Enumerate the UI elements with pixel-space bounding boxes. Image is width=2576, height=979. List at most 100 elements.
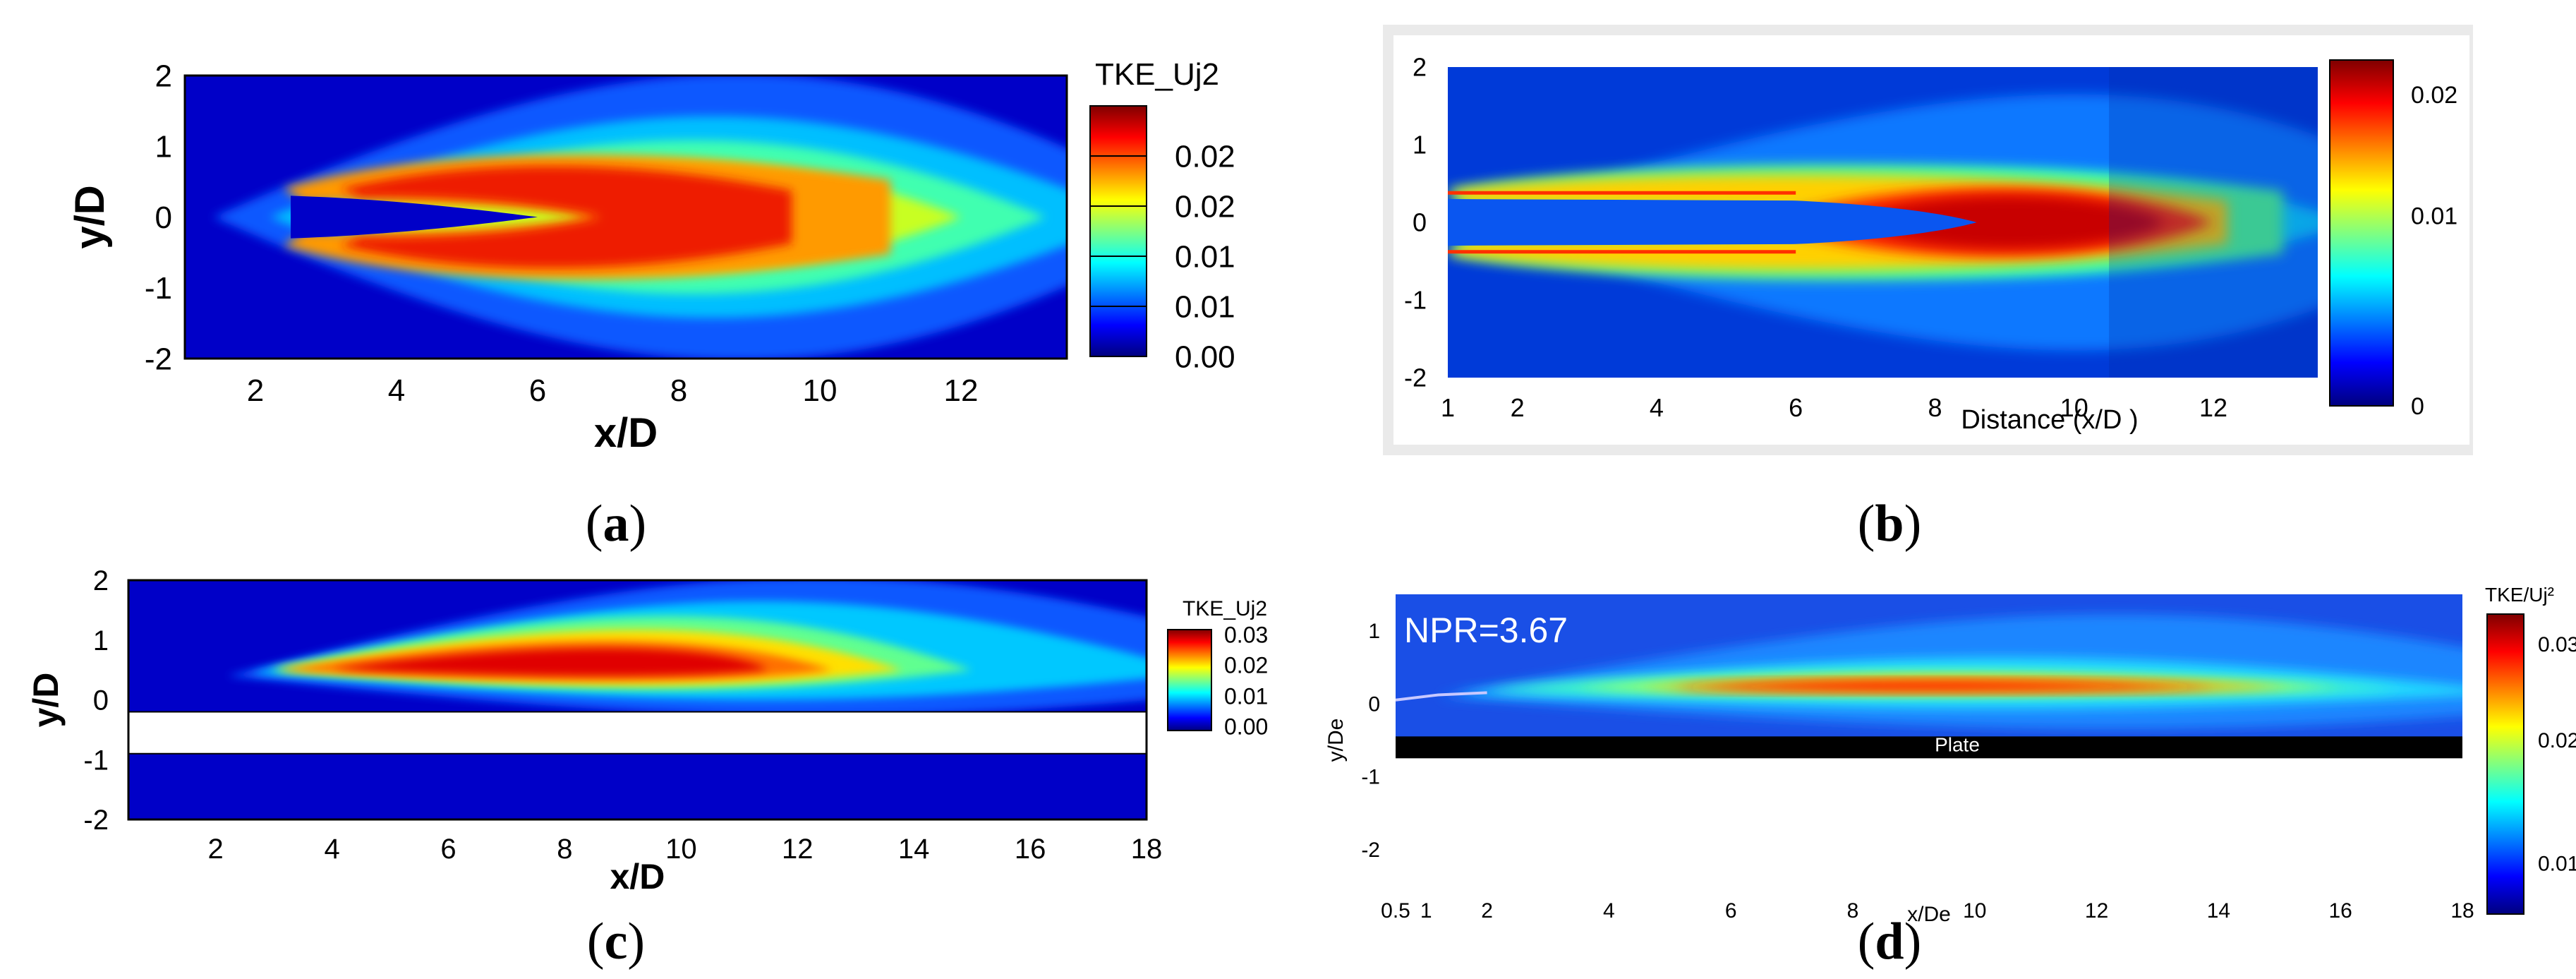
- colorbar: [1089, 105, 1147, 357]
- colorbar-tick-label: 0.03: [1224, 622, 1268, 647]
- colorbar-tick-label: 0.01: [2538, 852, 2576, 875]
- x-tick-label: 2: [1481, 899, 1493, 923]
- potential-core: [1448, 199, 1977, 246]
- x-tick-label: 14: [898, 834, 930, 865]
- caption-d: (d): [1857, 913, 1922, 971]
- panel-a: 2 4 6 8 10 12210-1-2x/Dy/DTKE_Uj20.020.020.01…: [67, 57, 1235, 456]
- x-tick-label: 12: [782, 834, 814, 865]
- y-axis-label: y/De: [1324, 719, 1348, 762]
- x-tick-label: 4: [1603, 899, 1615, 923]
- y-tick-label: 2: [93, 565, 109, 596]
- plate-bar: [1396, 736, 2462, 759]
- y-tick-label: 1: [1413, 131, 1427, 160]
- caption-b: (b): [1857, 495, 1922, 553]
- x-tick-label: 6: [529, 373, 546, 408]
- x-tick-label: 12: [2199, 393, 2227, 422]
- x-tick-label: 1: [1441, 393, 1455, 422]
- colorbar-tick-label: 0.01: [1224, 684, 1268, 709]
- colorbar-tick-label: 0.00: [1175, 340, 1235, 374]
- colorbar-tick-label: 0.00: [1224, 714, 1268, 739]
- plot-area: [1448, 67, 2318, 378]
- plate-gap: [128, 711, 1147, 754]
- x-tick-label: 18: [1131, 834, 1163, 865]
- x-tick-label: 4: [388, 373, 405, 408]
- colorbar-tick-label: 0.01: [2411, 203, 2457, 229]
- colorbar-title: TKE_Uj2: [1183, 597, 1267, 620]
- y-tick-label: -1: [145, 271, 172, 306]
- y-tick-label: -2: [1361, 839, 1380, 862]
- below-plate-region: [1396, 740, 2462, 886]
- x-tick-label: 6: [1789, 393, 1803, 422]
- x-tick-label: 10: [1963, 899, 1986, 923]
- x-tick-label: 16: [2329, 899, 2352, 923]
- y-tick-label: 2: [1413, 53, 1427, 82]
- colorbar-tick-label: 0.02: [2538, 729, 2576, 752]
- y-tick-label: -1: [1361, 766, 1380, 789]
- x-tick-label: 8: [557, 834, 572, 865]
- x-tick-label: 18: [2450, 899, 2474, 923]
- x-tick-label: 16: [1015, 834, 1046, 865]
- colorbar-tick-label: 0.02: [1175, 189, 1235, 224]
- tke-contour-6: [332, 648, 769, 675]
- x-tick-label: 6: [440, 834, 456, 865]
- plot-frame: [127, 579, 1148, 821]
- colorbar: [2329, 59, 2394, 407]
- y-tick-label: -1: [1404, 286, 1427, 315]
- tke-contour-6: [1669, 680, 2219, 691]
- colorbar-title: TKE/Uj²: [2485, 584, 2554, 606]
- colorbar-tick-label: 0.02: [1175, 139, 1235, 174]
- colorbar-tick-label: 0.01: [1175, 239, 1235, 274]
- npr-annotation: NPR=3.67: [1404, 611, 1568, 650]
- y-tick-label: 2: [155, 59, 172, 93]
- piv-window-overlap: [2109, 67, 2318, 378]
- x-axis-label: x/De: [1907, 903, 1951, 926]
- y-tick-label: 1: [155, 130, 172, 164]
- plot-area: Plate NPR=3.67: [1396, 594, 2462, 886]
- colorbar-tick-label: 0.02: [2411, 82, 2457, 109]
- x-tick-label: 10: [665, 834, 697, 865]
- x-tick-label: 8: [670, 373, 687, 408]
- y-tick-label: 0: [93, 685, 109, 716]
- x-tick-label: 0.5: [1381, 899, 1410, 923]
- x-tick-label: 8: [1847, 899, 1859, 923]
- y-tick-label: -2: [145, 342, 172, 376]
- caption-a: (a): [585, 495, 647, 553]
- colorbar: [1167, 629, 1212, 731]
- y-tick-label: 1: [1368, 620, 1380, 643]
- x-tick-label: 6: [1725, 899, 1737, 923]
- y-tick-label: 1: [93, 625, 109, 656]
- x-axis-label: x/D: [610, 857, 665, 896]
- x-tick-label: 14: [2207, 899, 2230, 923]
- y-tick-label: -1: [83, 745, 109, 776]
- tke-contour-6: [340, 166, 792, 268]
- x-tick-label: 4: [324, 834, 339, 865]
- y-tick-label: -2: [1404, 364, 1427, 392]
- y-tick-label: -2: [83, 805, 109, 836]
- colorbar-title: TKE_Uj2: [1095, 57, 1219, 92]
- plot-area: [185, 76, 1067, 359]
- plot-area: [128, 580, 1147, 819]
- y-axis-label: y/D: [26, 673, 66, 728]
- x-tick-label: 2: [1511, 393, 1525, 422]
- x-tick-label: 2: [247, 373, 264, 408]
- x-tick-label: 2: [208, 834, 224, 865]
- caption-c: (c): [586, 913, 646, 971]
- plate-label: Plate: [1935, 734, 1980, 756]
- colorbar-tick-label: 0.01: [1175, 289, 1235, 324]
- x-tick-label: 1: [1420, 899, 1432, 923]
- x-tick-label: 12: [944, 373, 979, 408]
- y-tick-label: 0: [1368, 692, 1380, 716]
- plot-frame: [183, 74, 1068, 360]
- potential-core: [291, 196, 538, 239]
- x-tick-label: 8: [1928, 393, 1942, 422]
- x-tick-label: 10: [803, 373, 837, 408]
- nozzle-shear-layer: [1396, 691, 1487, 702]
- colorbar: [2486, 613, 2524, 915]
- colorbar-tick-label: 0.03: [2538, 633, 2576, 656]
- colorbar-tick-label: 0: [2411, 393, 2424, 420]
- x-tick-label: 4: [1650, 393, 1664, 422]
- x-tick-label: 12: [2085, 899, 2108, 923]
- y-tick-label: 0: [1413, 208, 1427, 237]
